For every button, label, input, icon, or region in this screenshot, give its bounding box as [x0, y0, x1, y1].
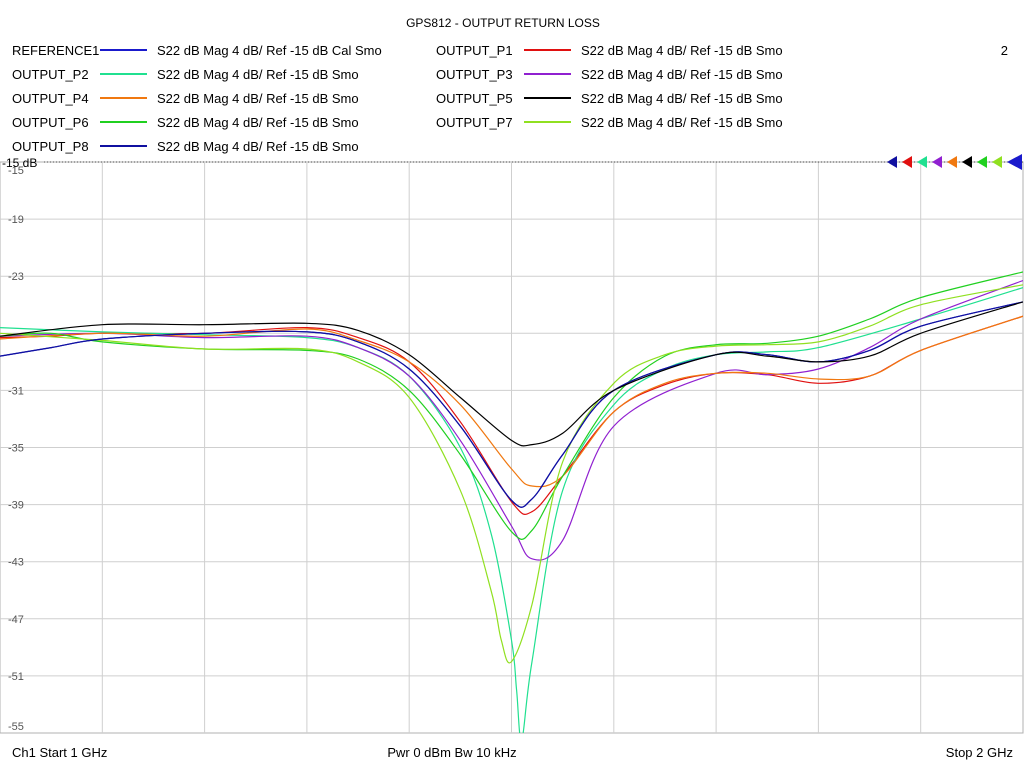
chart-title: GPS812 - OUTPUT RETURN LOSS: [406, 16, 600, 30]
legend-series-format: S22 dB Mag 4 dB/ Ref -15 dB Smo: [157, 139, 359, 154]
legend-series-name: OUTPUT_P4: [12, 91, 89, 106]
window-number: 2: [1001, 43, 1008, 58]
legend-entry: OUTPUT_P8 S22 dB Mag 4 dB/ Ref -15 dB Smo: [12, 139, 359, 154]
legend-entry: OUTPUT_P7 S22 dB Mag 4 dB/ Ref -15 dB Smo: [436, 115, 783, 130]
y-tick-label: -39: [8, 500, 24, 512]
legend-entry: OUTPUT_P4 S22 dB Mag 4 dB/ Ref -15 dB Smo: [12, 91, 359, 106]
legend-entry: OUTPUT_P5 S22 dB Mag 4 dB/ Ref -15 dB Smo: [436, 91, 783, 106]
series-line-output_p4: [0, 315, 1023, 488]
legend-entry: OUTPUT_P3 S22 dB Mag 4 dB/ Ref -15 dB Smo: [436, 67, 783, 82]
series-line-output_p5: [0, 301, 1023, 447]
legend-entry: OUTPUT_P1 S22 dB Mag 4 dB/ Ref -15 dB Smo: [436, 43, 783, 58]
legend-series-format: S22 dB Mag 4 dB/ Ref -15 dB Smo: [581, 67, 783, 82]
footer-stop: Stop 2 GHz: [946, 745, 1013, 760]
series-lines: [0, 271, 1023, 733]
reference-marker: [932, 156, 942, 168]
legend: REFERENCE1 S22 dB Mag 4 dB/ Ref -15 dB Ca…: [12, 43, 783, 154]
reference-marker: [992, 156, 1002, 168]
reference-marker: [977, 156, 987, 168]
y-tick-label: -19: [8, 214, 24, 226]
y-tick-label: -43: [8, 557, 24, 569]
y-tick-label: -51: [8, 671, 24, 683]
series-line-output_p3: [0, 279, 1023, 561]
reference-markers: [887, 154, 1022, 170]
reference-level-label: -15 dB: [2, 156, 37, 170]
legend-series-name: OUTPUT_P8: [12, 139, 89, 154]
reference-marker: [962, 156, 972, 168]
y-tick-label: -23: [8, 271, 24, 283]
reference-marker: [887, 156, 897, 168]
y-tick-label: -15: [8, 165, 24, 177]
grid: [0, 161, 1023, 733]
legend-series-format: S22 dB Mag 4 dB/ Ref -15 dB Smo: [157, 115, 359, 130]
legend-series-format: S22 dB Mag 4 dB/ Ref -15 dB Smo: [581, 43, 783, 58]
series-line-output_p7: [0, 284, 1023, 664]
legend-series-format: S22 dB Mag 4 dB/ Ref -15 dB Smo: [157, 91, 359, 106]
legend-entry: OUTPUT_P2 S22 dB Mag 4 dB/ Ref -15 dB Smo: [12, 67, 359, 82]
legend-series-name: OUTPUT_P3: [436, 67, 513, 82]
legend-series-name: OUTPUT_P7: [436, 115, 513, 130]
y-tick-label: -55: [8, 721, 24, 733]
y-tick-label: -35: [8, 443, 24, 455]
footer-power-bandwidth: Pwr 0 dBm Bw 10 kHz: [387, 745, 516, 760]
legend-series-name: OUTPUT_P6: [12, 115, 89, 130]
series-line-output_p2: [0, 287, 1023, 733]
legend-series-name: REFERENCE1: [12, 43, 99, 58]
legend-series-name: OUTPUT_P2: [12, 67, 89, 82]
legend-series-format: S22 dB Mag 4 dB/ Ref -15 dB Smo: [581, 91, 783, 106]
reference-marker: [947, 156, 957, 168]
legend-series-name: OUTPUT_P5: [436, 91, 513, 106]
legend-series-format: S22 dB Mag 4 dB/ Ref -15 dB Cal Smo: [157, 43, 382, 58]
y-tick-label: -31: [8, 385, 24, 397]
y-axis-ticks: -15 -19 -23 -31 -35 -39 -43 -47 -51 -55: [8, 165, 24, 733]
legend-entry: REFERENCE1 S22 dB Mag 4 dB/ Ref -15 dB Ca…: [12, 43, 382, 58]
legend-series-format: S22 dB Mag 4 dB/ Ref -15 dB Smo: [157, 67, 359, 82]
reference-marker: [917, 156, 927, 168]
reference-marker: [1007, 154, 1022, 170]
y-tick-label: -47: [8, 614, 24, 626]
legend-series-format: S22 dB Mag 4 dB/ Ref -15 dB Smo: [581, 115, 783, 130]
legend-series-name: OUTPUT_P1: [436, 43, 513, 58]
reference-marker: [902, 156, 912, 168]
footer-start: Ch1 Start 1 GHz: [12, 745, 107, 760]
legend-entry: OUTPUT_P6 S22 dB Mag 4 dB/ Ref -15 dB Smo: [12, 115, 359, 130]
